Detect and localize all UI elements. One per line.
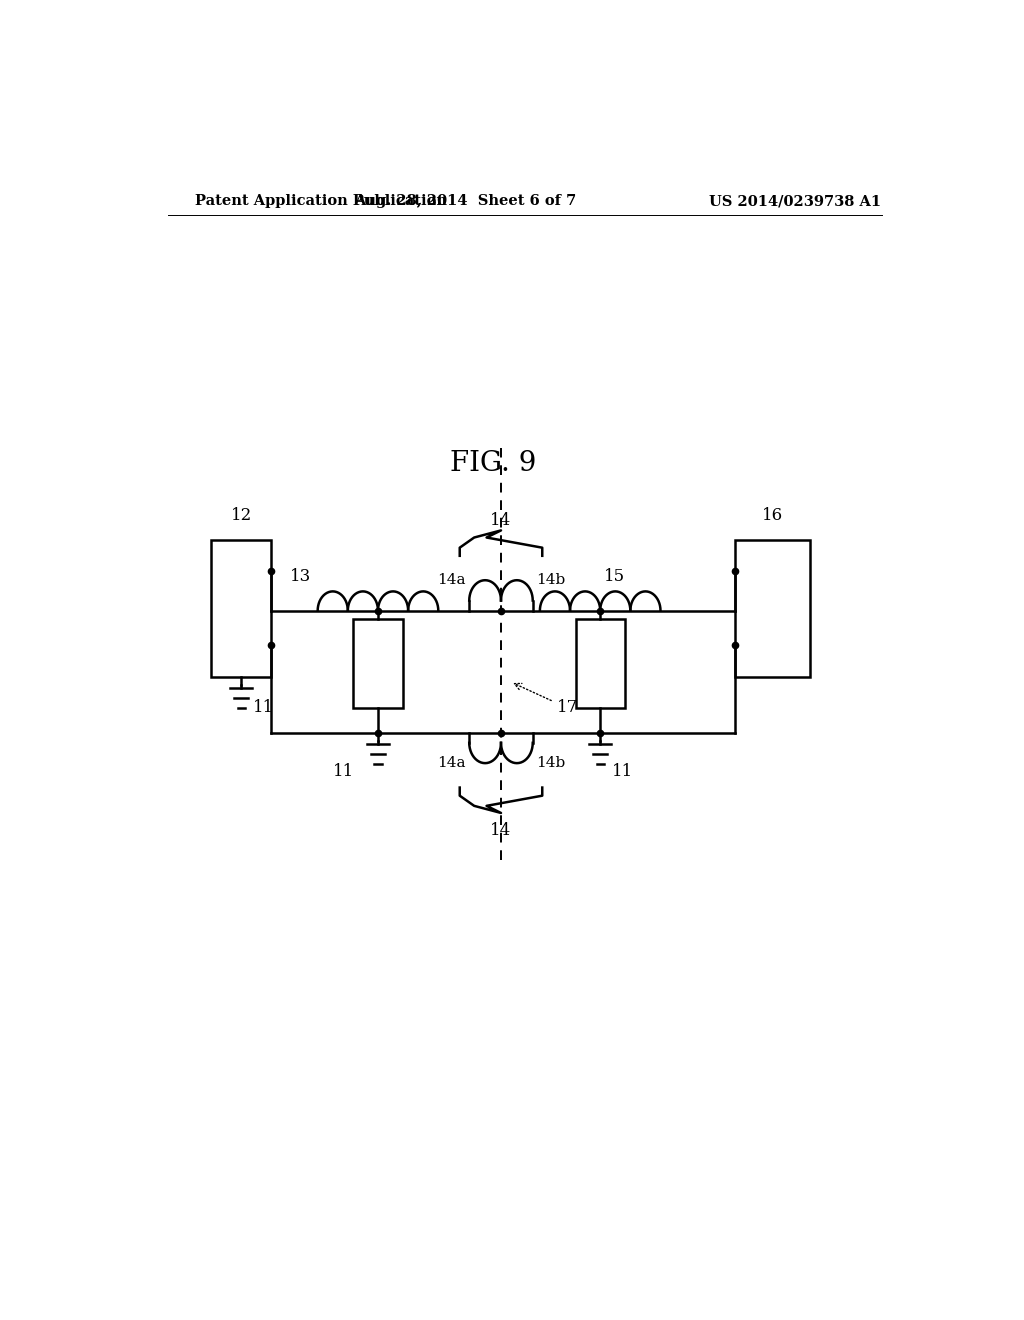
Text: 15: 15 [604,569,626,585]
Text: 11: 11 [612,763,634,780]
Text: 12: 12 [230,507,252,524]
Text: US 2014/0239738 A1: US 2014/0239738 A1 [709,194,881,209]
Text: 17: 17 [514,684,578,717]
Text: Aug. 28, 2014  Sheet 6 of 7: Aug. 28, 2014 Sheet 6 of 7 [354,194,577,209]
Text: 16: 16 [762,507,783,524]
Text: 14: 14 [490,512,512,529]
Text: 14b: 14b [536,573,565,587]
Text: 14: 14 [490,822,512,840]
Text: 11: 11 [253,698,274,715]
Text: 11: 11 [333,763,354,780]
Text: Patent Application Publication: Patent Application Publication [196,194,447,209]
Text: 14a: 14a [437,756,466,770]
Text: 14a: 14a [437,573,466,587]
Text: 14b: 14b [536,756,565,770]
Text: FIG. 9: FIG. 9 [450,450,537,477]
Text: 13: 13 [290,569,311,585]
